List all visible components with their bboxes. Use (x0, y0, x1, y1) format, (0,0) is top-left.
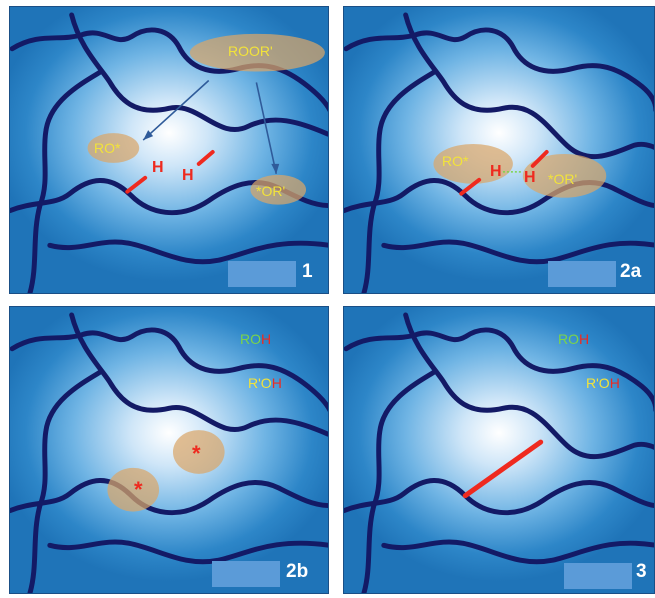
ro-radical-highlight (433, 144, 513, 184)
roor-highlight (189, 33, 325, 72)
roh-h: H (579, 331, 590, 347)
radical-mark-upper: * (192, 441, 201, 466)
rpoh-h: H (609, 375, 620, 391)
polymer-chain-lower (381, 539, 654, 565)
c-h-bond-right (530, 150, 549, 168)
polymer-chain-top (10, 27, 328, 112)
radical-site-upper (172, 430, 225, 474)
panel-2a-diagram (344, 12, 654, 293)
rpoh-ro: R'O (248, 375, 272, 391)
rpoh-product: R'OH (586, 375, 620, 391)
panel-1: ROOR' RO* *OR' H H 1 (9, 6, 329, 294)
polymer-chain-top (344, 327, 654, 412)
polymer-chain-top (344, 27, 654, 112)
or-radical-label: *OR' (548, 171, 578, 187)
arrow-to-or-head (271, 163, 280, 174)
polymer-chain-middle (344, 178, 654, 216)
panel-3-diagram (344, 312, 654, 593)
polymer-chain-lower (47, 239, 328, 265)
step-number: 2a (620, 261, 642, 282)
roh-product: ROH (240, 331, 271, 347)
panel-1-diagram (10, 12, 328, 293)
rpoh-product: R'OH (248, 375, 282, 391)
c-h-bond-left (125, 175, 148, 194)
roor-label: ROOR' (228, 43, 273, 59)
polymer-chain-left-vertical (361, 70, 436, 293)
polymer-chain-lower (47, 539, 328, 565)
polymer-chain-left-vertical (361, 370, 436, 593)
rpoh-ro: R'O (586, 375, 610, 391)
polymer-chain-middle (344, 478, 654, 516)
panel-2b-diagram (10, 312, 328, 593)
crosslink-bond (462, 439, 544, 499)
or-radical-label: *OR' (256, 183, 286, 199)
panel-3: ROH R'OH 3 (343, 306, 655, 594)
polymer-chain-lower (381, 239, 654, 265)
polymer-chain-upper-left (403, 312, 654, 460)
roh-ro: RO (558, 331, 579, 347)
step-number: 2b (286, 561, 309, 582)
polymer-chain-top (10, 327, 328, 412)
polymer-chain-left-vertical (27, 70, 102, 293)
polymer-chain-upper-left (69, 12, 328, 137)
hydrogen-left: H (490, 163, 502, 180)
step-label-box (228, 261, 296, 287)
or-radical-highlight (250, 174, 307, 205)
rpoh-h: H (271, 375, 282, 391)
hydrogen-right: H (524, 169, 536, 186)
step-number: 1 (302, 261, 313, 282)
c-h-bond-right (196, 150, 215, 166)
step-label-box (548, 261, 616, 287)
radical-mark-lower: * (134, 477, 143, 502)
radical-site-lower (107, 467, 160, 512)
arrow-to-or (255, 82, 278, 175)
polymer-chain-middle (10, 478, 328, 516)
ro-radical-label: RO* (442, 153, 469, 169)
arrow-to-ro (142, 79, 210, 141)
step-label-box (564, 563, 632, 589)
polymer-chain-upper-left (403, 12, 654, 160)
polymer-chain-upper-left (69, 312, 328, 437)
ro-radical-highlight (87, 133, 140, 163)
step-label-box (212, 561, 280, 587)
ro-radical-label: RO* (94, 140, 121, 156)
roh-product: ROH (558, 331, 589, 347)
roh-ro: RO (240, 331, 261, 347)
or-radical-highlight (522, 153, 607, 198)
hydrogen-right: H (182, 167, 194, 184)
panel-2a: RO* *OR' H H 2a (343, 6, 655, 294)
arrow-to-ro-head (143, 130, 154, 141)
polymer-chain-left-vertical (27, 370, 102, 593)
panel-2b: ROH R'OH * * 2b (9, 306, 329, 594)
hydrogen-left: H (152, 159, 164, 176)
roh-h: H (261, 331, 272, 347)
c-h-bond-left (459, 177, 482, 196)
step-number: 3 (636, 561, 647, 582)
